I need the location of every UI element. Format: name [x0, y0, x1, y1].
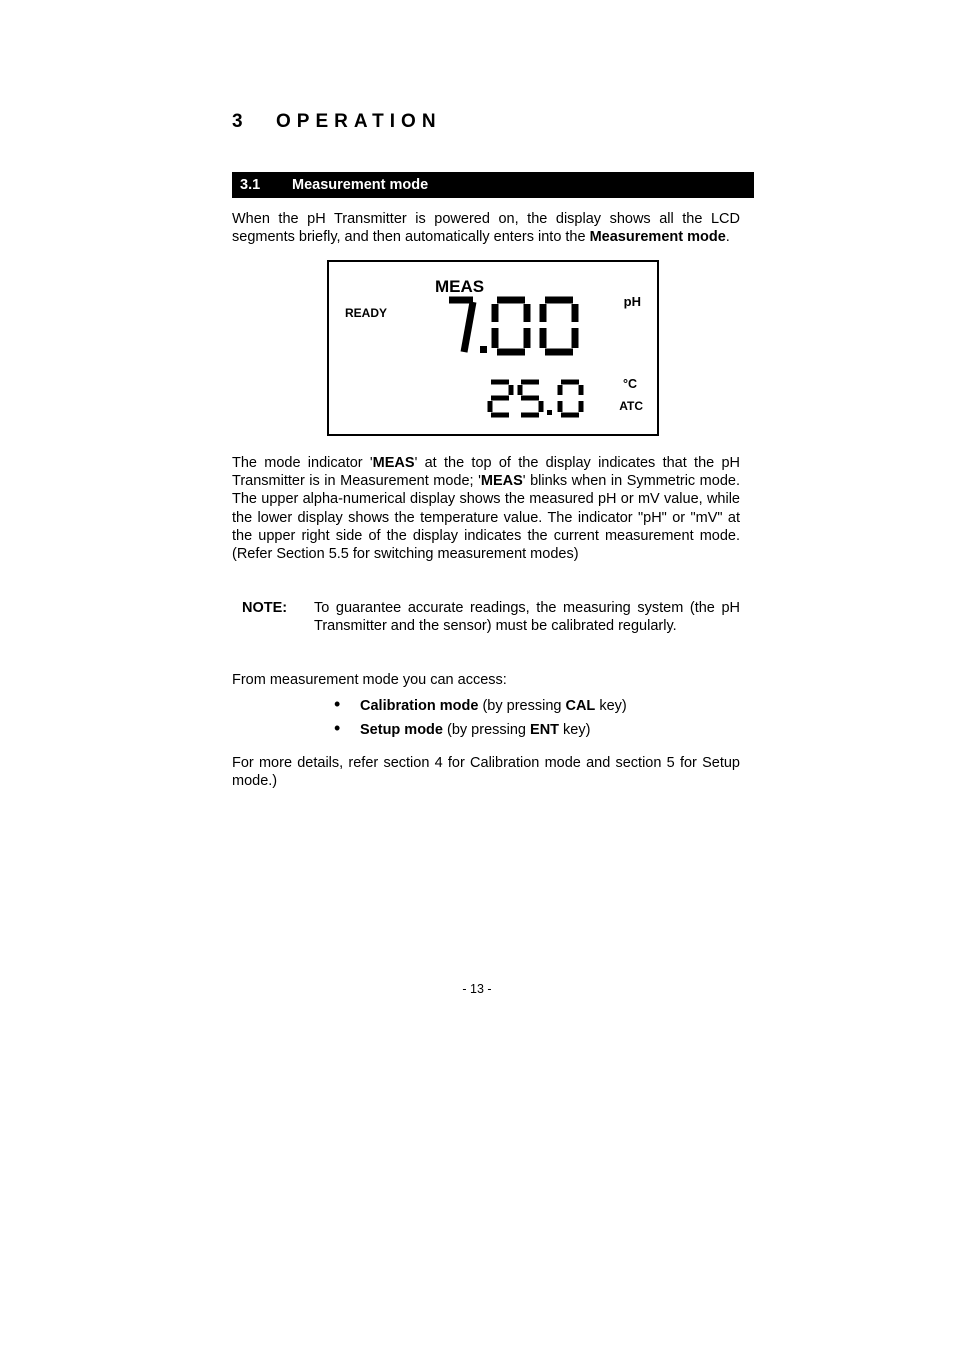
mode-description-paragraph: The mode indicator 'MEAS' at the top of …: [232, 454, 740, 563]
lcd-ready-indicator: READY: [345, 306, 387, 321]
access-intro-paragraph: From measurement mode you can access:: [232, 671, 740, 689]
section-number: 3.1: [240, 176, 292, 194]
chapter-heading: 3OPERATION: [232, 110, 754, 134]
lcd-temperature-value-icon: [487, 378, 597, 420]
lcd-celsius-unit: °C: [623, 377, 637, 393]
manual-page: 3OPERATION 3.1Measurement mode When the …: [0, 0, 954, 1350]
page-number: - 13 -: [0, 982, 954, 998]
section-title: Measurement mode: [292, 177, 428, 193]
lcd-primary-value-icon: [445, 294, 605, 360]
note-label: NOTE:: [242, 599, 314, 635]
lcd-atc-indicator: ATC: [619, 399, 643, 414]
chapter-number: 3: [232, 110, 276, 134]
section-heading-bar: 3.1Measurement mode: [232, 172, 754, 198]
note-block: NOTE: To guarantee accurate readings, th…: [242, 599, 740, 635]
mode-bullet-list: Calibration mode (by pressing CAL key) S…: [326, 697, 754, 739]
chapter-title-text: OPERATION: [276, 111, 442, 132]
lcd-display-diagram: MEAS READY pH: [327, 260, 659, 436]
details-paragraph: For more details, refer section 4 for Ca…: [232, 754, 740, 790]
list-item: Calibration mode (by pressing CAL key): [326, 697, 754, 715]
intro-paragraph: When the pH Transmitter is powered on, t…: [232, 210, 740, 246]
note-text: To guarantee accurate readings, the meas…: [314, 599, 740, 635]
lcd-ph-unit: pH: [624, 294, 641, 310]
list-item: Setup mode (by pressing ENT key): [326, 721, 754, 739]
